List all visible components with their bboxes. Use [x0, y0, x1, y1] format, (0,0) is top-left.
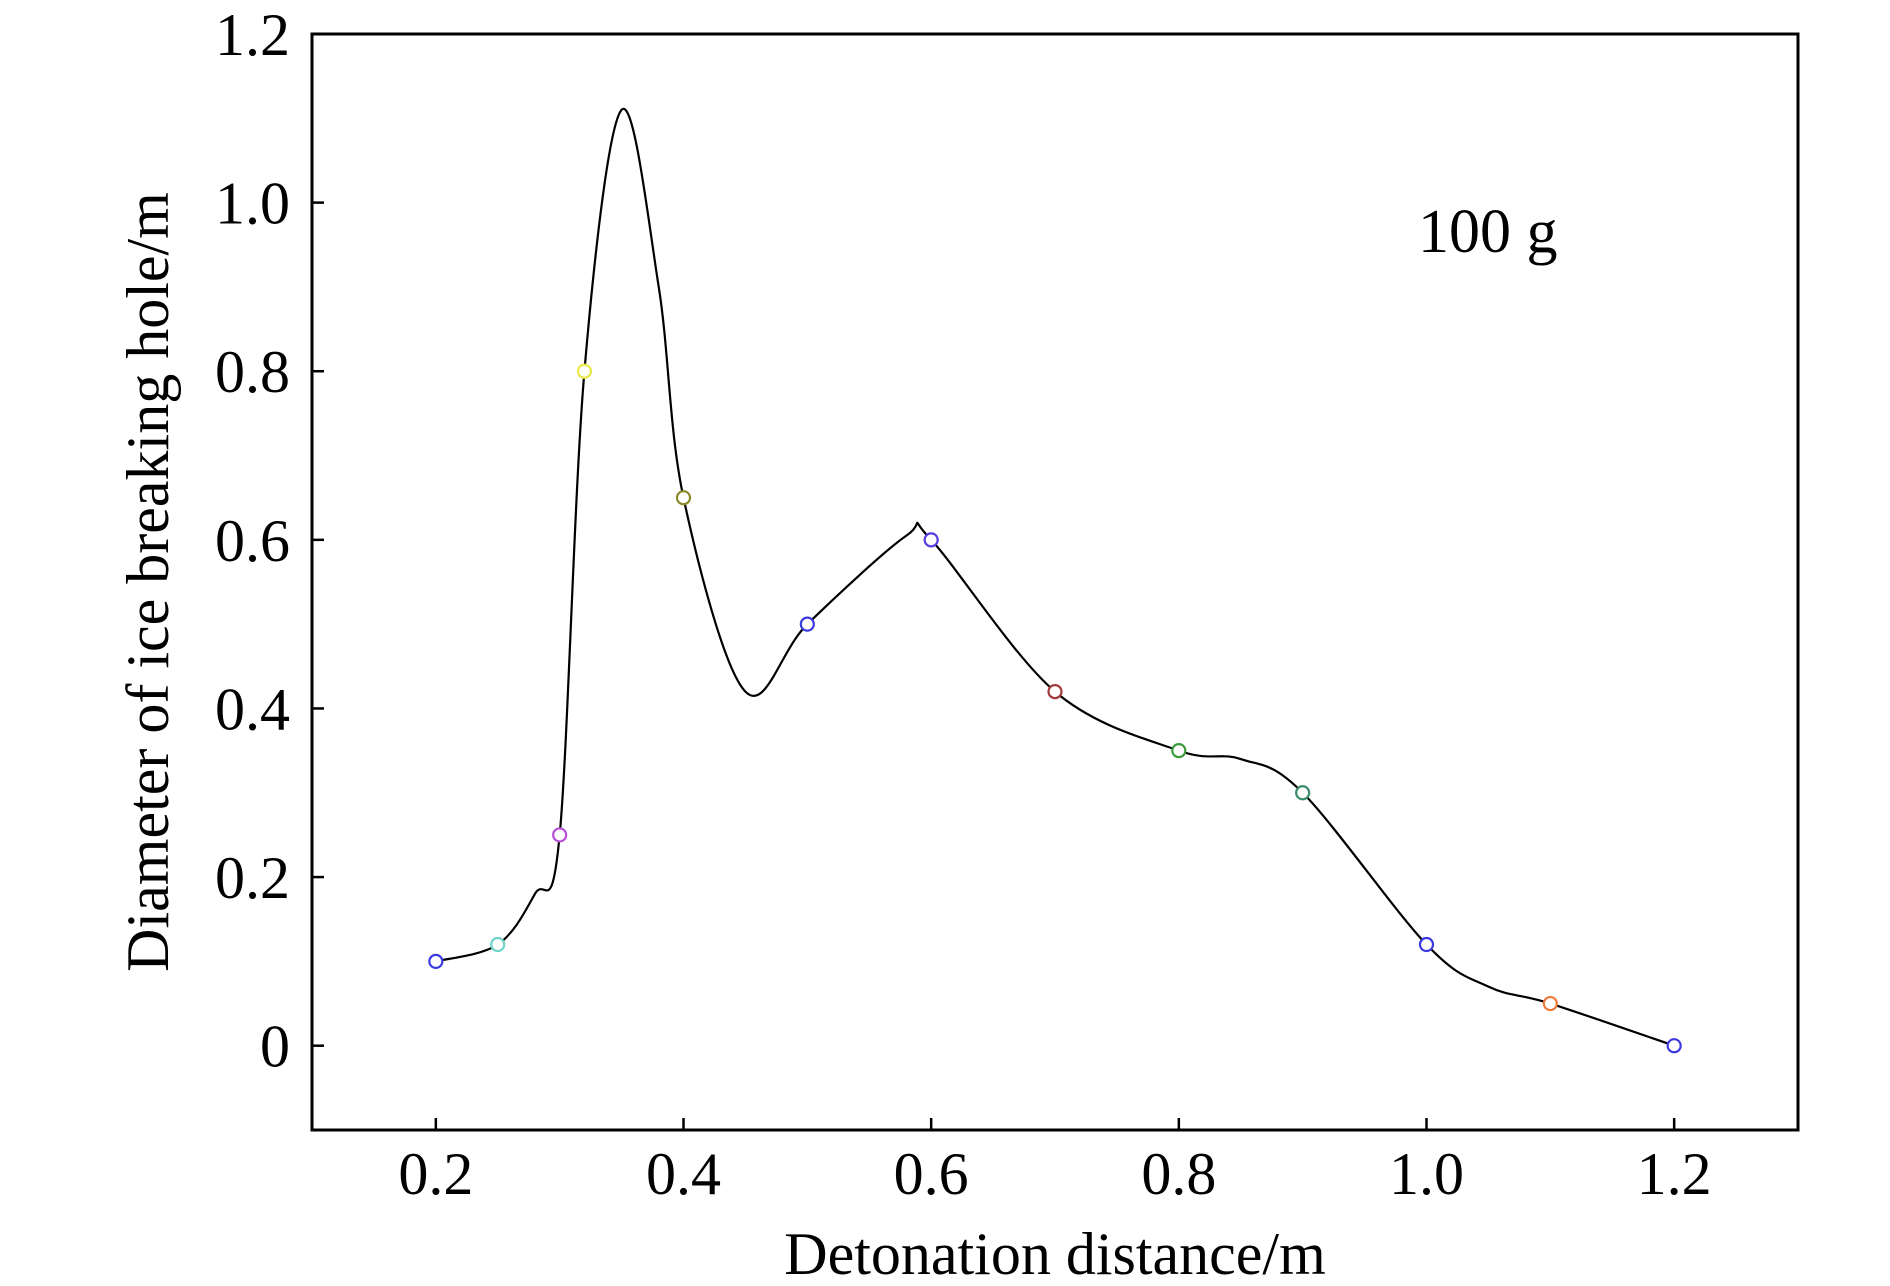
y-tick-label: 1.2: [215, 2, 290, 68]
data-point-marker: [923, 532, 939, 548]
data-point-marker: [1418, 936, 1435, 953]
y-tick-label: 0.4: [215, 676, 290, 742]
x-tick-label: 1.2: [1637, 1141, 1712, 1207]
y-tick-label: 1.0: [215, 171, 290, 237]
annotation-label: 100 g: [1418, 198, 1558, 266]
data-point-marker: [1542, 995, 1558, 1012]
x-tick-label: 1.0: [1389, 1141, 1464, 1207]
plot-frame: [310, 32, 1800, 1132]
x-axis: 0.2 0.4 0.6 0.8 1.0 1.2: [398, 1118, 1712, 1207]
data-point-marker: [552, 827, 568, 843]
series-markers: [428, 363, 1682, 1054]
y-tick-label: 0: [260, 1014, 290, 1080]
x-tick-label: 0.4: [646, 1141, 721, 1207]
y-tick-label: 0.6: [215, 508, 290, 574]
data-point-marker: [799, 616, 815, 632]
data-point-marker: [1171, 743, 1187, 759]
x-axis-title: Detonation distance/m: [784, 1221, 1326, 1281]
data-point-marker: [428, 953, 444, 969]
data-point-marker: [1666, 1038, 1682, 1054]
x-tick-label: 0.2: [398, 1141, 473, 1207]
y-axis-title: Diameter of ice breaking hole/m: [115, 192, 181, 972]
y-axis: 0 0.2 0.4 0.6 0.8 1.0 1.2: [215, 2, 324, 1080]
y-tick-label: 0.8: [215, 339, 290, 405]
x-tick-label: 0.6: [894, 1141, 969, 1207]
data-point-marker: [1047, 683, 1063, 700]
data-point-marker: [576, 363, 593, 379]
x-tick-label: 0.8: [1141, 1141, 1216, 1207]
data-point-marker: [490, 936, 506, 953]
data-point-marker: [675, 490, 692, 506]
data-point-marker: [1295, 785, 1311, 801]
y-tick-label: 0.2: [215, 845, 290, 911]
series-line: [435, 107, 1675, 1047]
